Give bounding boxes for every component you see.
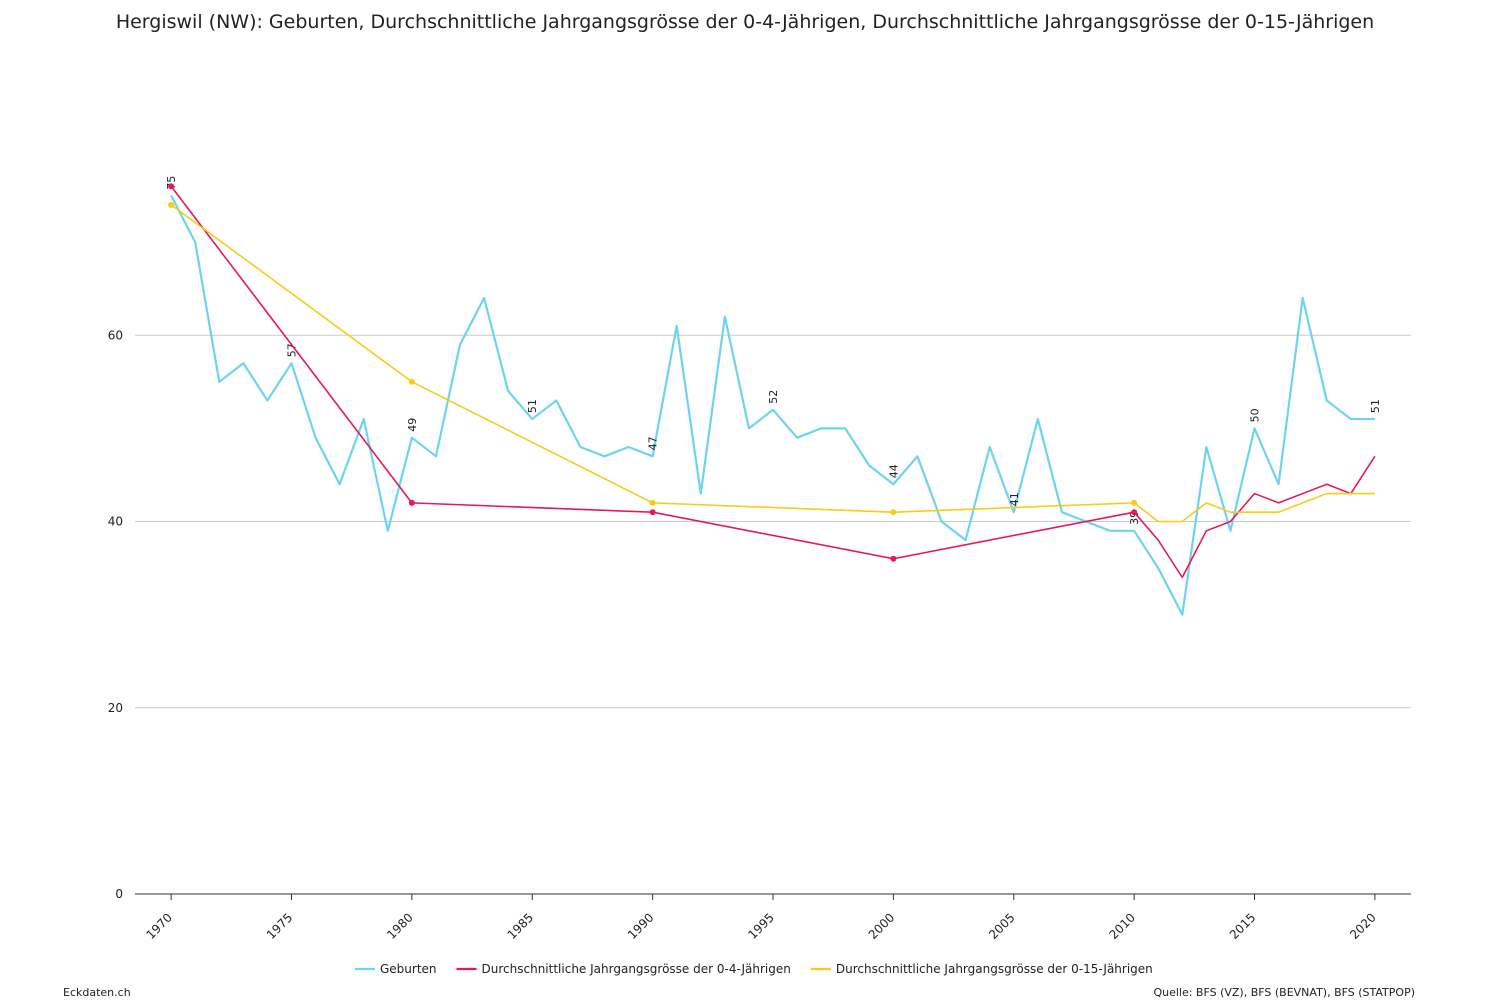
marker xyxy=(168,183,175,190)
data-label: 41 xyxy=(1008,492,1021,506)
series-line xyxy=(170,195,1375,616)
series-line xyxy=(170,204,1375,523)
x-tick-label: 2000 xyxy=(866,910,897,941)
x-tick-label: 1990 xyxy=(625,910,656,941)
data-label: 50 xyxy=(1249,408,1262,422)
marker xyxy=(1131,499,1138,506)
marker xyxy=(890,555,897,562)
legend-label: Geburten xyxy=(380,962,437,976)
y-tick-label: 20 xyxy=(108,701,123,715)
marker xyxy=(890,509,897,516)
y-tick-label: 60 xyxy=(108,328,123,342)
x-tick-label: 2005 xyxy=(986,910,1017,941)
data-label: 52 xyxy=(767,390,780,404)
data-label: 49 xyxy=(406,418,419,432)
y-tick-label: 40 xyxy=(108,515,123,529)
legend-label: Durchschnittliche Jahrgangsgrösse der 0-… xyxy=(836,962,1153,976)
legend-label: Durchschnittliche Jahrgangsgrösse der 0-… xyxy=(482,962,791,976)
marker xyxy=(168,201,175,208)
data-label: 51 xyxy=(526,399,539,413)
marker xyxy=(649,499,656,506)
source: Quelle: BFS (VZ), BFS (BEVNAT), BFS (STA… xyxy=(1153,986,1415,999)
data-label: 47 xyxy=(647,436,660,450)
marker xyxy=(408,499,415,506)
data-label: 57 xyxy=(285,343,298,357)
x-tick-label: 1975 xyxy=(264,910,295,941)
x-tick-label: 2010 xyxy=(1107,910,1138,941)
x-tick-label: 2020 xyxy=(1347,910,1378,941)
x-tick-label: 1970 xyxy=(143,910,174,941)
data-label: 51 xyxy=(1369,399,1382,413)
y-tick-label: 0 xyxy=(115,887,123,901)
marker xyxy=(1131,509,1138,516)
x-tick-label: 1985 xyxy=(505,910,536,941)
series-line xyxy=(170,185,1376,579)
data-label: 44 xyxy=(887,464,900,478)
x-tick-label: 1995 xyxy=(745,910,776,941)
x-tick-label: 2015 xyxy=(1227,910,1258,941)
brand: Eckdaten.ch xyxy=(63,986,131,999)
x-tick-label: 1980 xyxy=(384,910,415,941)
data-label: 39 xyxy=(1128,511,1141,525)
marker xyxy=(649,509,656,516)
marker xyxy=(408,378,415,385)
chart-title: Hergiswil (NW): Geburten, Durchschnittli… xyxy=(116,11,1374,33)
